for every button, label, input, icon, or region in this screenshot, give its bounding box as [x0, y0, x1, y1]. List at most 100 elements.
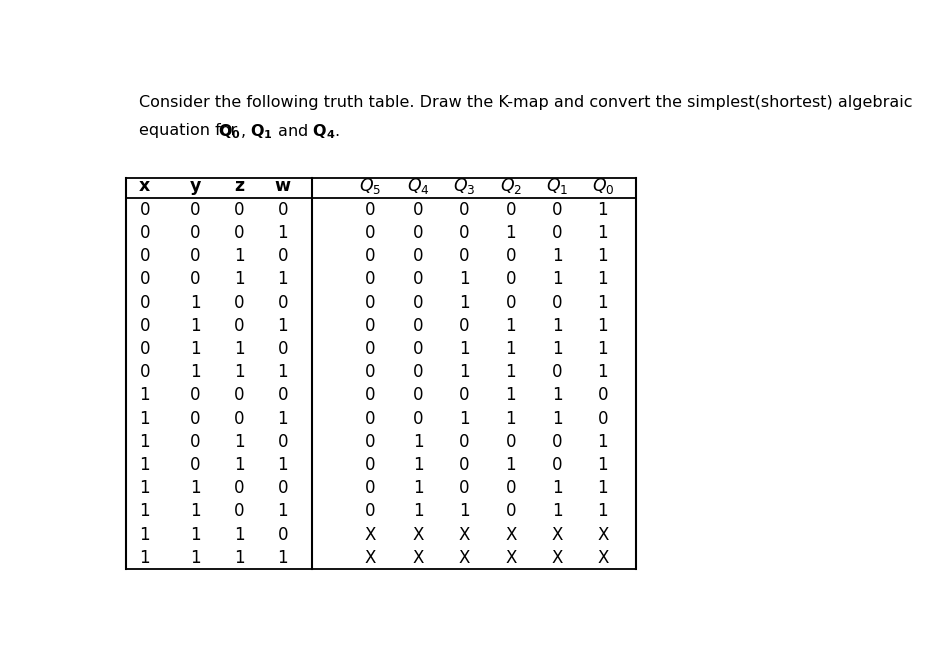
Text: 0: 0	[413, 340, 423, 358]
Text: 0: 0	[364, 224, 374, 242]
Text: 0: 0	[139, 293, 150, 312]
Text: 0: 0	[234, 410, 244, 428]
Text: 1: 1	[505, 340, 516, 358]
Text: X: X	[596, 526, 608, 544]
Text: 1: 1	[234, 247, 244, 265]
Text: 0: 0	[459, 479, 469, 497]
Text: $Q_5$: $Q_5$	[358, 177, 381, 197]
Text: 1: 1	[505, 410, 516, 428]
Text: 1: 1	[190, 502, 200, 520]
Text: 0: 0	[551, 456, 562, 474]
Text: 0: 0	[551, 224, 562, 242]
Text: 0: 0	[551, 293, 562, 312]
Text: 1: 1	[234, 549, 244, 567]
Text: 1: 1	[234, 526, 244, 544]
Text: 1: 1	[505, 387, 516, 404]
Text: $Q_3$: $Q_3$	[452, 177, 475, 197]
Text: 0: 0	[139, 247, 150, 265]
Text: 1: 1	[551, 317, 562, 335]
Text: 0: 0	[277, 340, 287, 358]
Text: 1: 1	[139, 387, 150, 404]
Text: 1: 1	[597, 456, 607, 474]
Text: 1: 1	[190, 317, 200, 335]
Text: 0: 0	[413, 270, 423, 289]
Text: 0: 0	[364, 502, 374, 520]
Text: 1: 1	[234, 456, 244, 474]
Text: 1: 1	[597, 363, 607, 381]
Text: Consider the following truth table. Draw the K-map and convert the simplest(shor: Consider the following truth table. Draw…	[139, 95, 912, 110]
Text: 1: 1	[139, 433, 150, 451]
Text: 1: 1	[597, 340, 607, 358]
Text: 0: 0	[597, 387, 607, 404]
Text: 1: 1	[190, 526, 200, 544]
Text: 0: 0	[139, 224, 150, 242]
Text: 0: 0	[413, 363, 423, 381]
Text: 1: 1	[139, 479, 150, 497]
Text: 1: 1	[139, 502, 150, 520]
Text: X: X	[458, 549, 470, 567]
Text: 1: 1	[277, 502, 287, 520]
Text: 0: 0	[139, 340, 150, 358]
Text: 1: 1	[551, 479, 562, 497]
Text: 0: 0	[234, 317, 244, 335]
Text: 1: 1	[597, 224, 607, 242]
Text: 0: 0	[413, 387, 423, 404]
Text: X: X	[458, 526, 470, 544]
Text: 0: 0	[139, 201, 150, 219]
Text: 1: 1	[597, 201, 607, 219]
Text: x: x	[139, 177, 150, 195]
Text: 0: 0	[505, 247, 516, 265]
Text: 0: 0	[459, 317, 469, 335]
Text: X: X	[551, 526, 563, 544]
Text: 1: 1	[277, 456, 287, 474]
Text: 1: 1	[277, 317, 287, 335]
Text: X: X	[413, 549, 424, 567]
Text: 0: 0	[277, 293, 287, 312]
Text: 1: 1	[139, 526, 150, 544]
Text: 1: 1	[139, 410, 150, 428]
Text: 0: 0	[139, 317, 150, 335]
Text: 0: 0	[364, 433, 374, 451]
Text: 1: 1	[597, 502, 607, 520]
Text: 1: 1	[597, 293, 607, 312]
Text: 1: 1	[413, 479, 423, 497]
Text: 1: 1	[277, 224, 287, 242]
Text: 0: 0	[190, 410, 200, 428]
Text: 0: 0	[505, 270, 516, 289]
Text: 0: 0	[234, 502, 244, 520]
Text: 0: 0	[277, 433, 287, 451]
Text: 1: 1	[597, 479, 607, 497]
Text: 0: 0	[413, 201, 423, 219]
Text: 1: 1	[597, 317, 607, 335]
Text: X: X	[364, 526, 375, 544]
Text: 0: 0	[413, 317, 423, 335]
Text: 0: 0	[413, 293, 423, 312]
Text: 0: 0	[551, 201, 562, 219]
Text: 1: 1	[190, 549, 200, 567]
Text: X: X	[505, 549, 516, 567]
Text: 1: 1	[505, 317, 516, 335]
Text: $\mathbf{Q_0}$, $\mathbf{Q_1}$ and $\mathbf{Q_4}$.: $\mathbf{Q_0}$, $\mathbf{Q_1}$ and $\mat…	[218, 122, 340, 142]
Text: 0: 0	[190, 270, 200, 289]
Text: 0: 0	[459, 433, 469, 451]
Text: X: X	[413, 526, 424, 544]
Text: 0: 0	[364, 456, 374, 474]
Text: $Q_2$: $Q_2$	[499, 177, 521, 197]
Text: $Q_0$: $Q_0$	[591, 177, 614, 197]
Text: 1: 1	[277, 363, 287, 381]
Text: 0: 0	[413, 247, 423, 265]
Text: 0: 0	[234, 387, 244, 404]
Text: 1: 1	[234, 340, 244, 358]
Text: 1: 1	[551, 247, 562, 265]
Text: 0: 0	[190, 433, 200, 451]
Text: 0: 0	[459, 201, 469, 219]
Text: X: X	[505, 526, 516, 544]
Text: 1: 1	[597, 247, 607, 265]
Text: 0: 0	[505, 479, 516, 497]
Text: 0: 0	[459, 387, 469, 404]
Text: 0: 0	[139, 363, 150, 381]
Text: 1: 1	[139, 456, 150, 474]
Text: 1: 1	[551, 340, 562, 358]
Text: 1: 1	[190, 340, 200, 358]
Text: 0: 0	[459, 456, 469, 474]
